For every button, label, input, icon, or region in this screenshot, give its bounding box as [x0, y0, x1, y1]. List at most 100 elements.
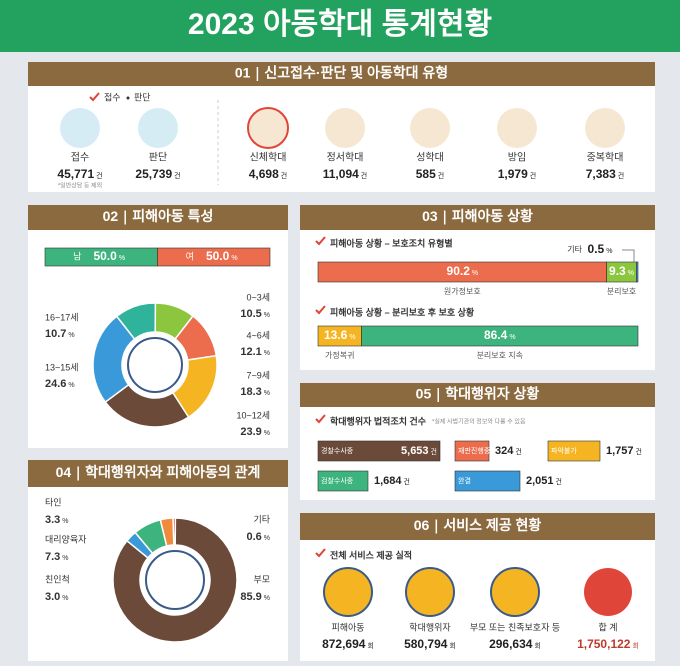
value: 9.3 — [609, 264, 626, 278]
value: 0.5 — [588, 242, 605, 256]
main-title: 2023 아동학대 통계현황 — [188, 8, 492, 41]
title-band — [0, 0, 680, 52]
value: 45,771 — [57, 167, 94, 181]
unit: 건 — [361, 171, 367, 180]
unit: % — [68, 382, 74, 389]
unit: % — [628, 270, 634, 277]
leader-line — [622, 249, 635, 262]
section-header — [28, 460, 288, 487]
unit: % — [264, 430, 270, 437]
label: 재판진행중 — [458, 446, 491, 455]
label: 학대행위자 — [409, 621, 451, 632]
donut-segment — [115, 302, 157, 341]
unit: 건 — [618, 171, 624, 180]
unit: % — [264, 350, 270, 357]
value: 296,634 — [489, 637, 533, 651]
icon — [410, 108, 450, 148]
unit: 건 — [556, 477, 562, 486]
unit: % — [62, 595, 68, 602]
value: 2,051 — [526, 475, 554, 487]
icon — [584, 568, 632, 616]
label: 대리양육자 — [45, 534, 87, 544]
section-header — [300, 205, 655, 230]
unit: 회 — [534, 642, 540, 650]
unit: 건 — [96, 171, 102, 180]
value: 10.5 — [240, 308, 261, 320]
value: 872,694 — [322, 637, 366, 651]
icon — [405, 567, 455, 617]
value: 585 — [416, 167, 436, 181]
value: 23.9 — [240, 426, 261, 438]
section-title: 학대행위자와 피해아동의 관계 — [85, 464, 260, 480]
value: 24.6 — [45, 378, 66, 390]
unit: % — [472, 270, 478, 277]
center-icon — [145, 550, 205, 610]
unit: % — [264, 390, 270, 397]
icon — [490, 567, 540, 617]
unit: 건 — [515, 447, 521, 456]
value: 1,757 — [606, 445, 634, 457]
label: 부모 — [253, 574, 270, 584]
check-icon — [315, 414, 326, 424]
label: 합 계 — [598, 621, 617, 632]
gender-bar — [157, 247, 271, 267]
unit: % — [119, 255, 125, 262]
label: 판단 — [149, 152, 167, 164]
icon — [323, 567, 373, 617]
value: 11,094 — [323, 167, 359, 181]
value: 5,653 — [401, 445, 429, 457]
label: 접수 — [71, 152, 89, 164]
unit: 회 — [449, 642, 455, 650]
value: 1,750,122 — [577, 637, 631, 651]
icon — [585, 108, 625, 148]
unit: 건 — [174, 171, 180, 180]
section-header — [28, 205, 288, 230]
unit: 건 — [431, 447, 437, 456]
check-icon — [315, 236, 326, 246]
value: 85.9 — [240, 591, 261, 603]
unit: % — [264, 535, 270, 542]
label: 검찰수사중 — [321, 476, 354, 485]
label: 정서학대 — [327, 152, 364, 164]
label: 판단 — [134, 92, 151, 102]
value: 25,739 — [135, 167, 172, 181]
check-icon — [315, 305, 326, 315]
section-title: 피해아동 상황 — [452, 208, 533, 224]
section-number: 01 — [235, 65, 251, 81]
value: 7.3 — [45, 551, 60, 563]
bar-segment — [361, 325, 639, 347]
label: 여 — [186, 250, 194, 261]
center-icon — [127, 337, 183, 393]
label: *실제 사법기관의 정보와 다를 수 있음 — [432, 418, 526, 426]
unit: % — [68, 332, 74, 339]
unit: % — [231, 255, 237, 262]
unit: 건 — [636, 447, 642, 456]
label: 중복학대 — [587, 152, 624, 164]
label: 0~3세 — [246, 292, 270, 302]
status-box — [317, 470, 369, 492]
section-header — [300, 513, 655, 540]
icon — [497, 108, 537, 148]
value: 1,684 — [374, 475, 402, 487]
panel — [300, 230, 655, 370]
value: 1,979 — [498, 167, 528, 181]
label: 7~9세 — [246, 370, 270, 380]
donut-segment — [112, 517, 238, 643]
label: 파악불가 — [551, 446, 577, 455]
label: 10~12세 — [236, 410, 270, 420]
unit: % — [606, 248, 612, 255]
label: 완결 — [458, 476, 471, 485]
value: 7,383 — [586, 167, 616, 181]
section-header — [28, 62, 655, 86]
unit: % — [62, 555, 68, 562]
unit: 건 — [438, 171, 444, 180]
value: 10.7 — [45, 328, 66, 340]
section-title: 신고접수·판단 및 아동학대 유형 — [264, 65, 448, 81]
section-title: 피해아동 특성 — [132, 208, 213, 224]
check-icon — [89, 92, 100, 102]
legend-dot — [126, 96, 130, 100]
label: 부모 또는 친족보호자 등 — [470, 622, 560, 632]
status-box — [547, 440, 601, 462]
value: 3.0 — [45, 591, 60, 603]
